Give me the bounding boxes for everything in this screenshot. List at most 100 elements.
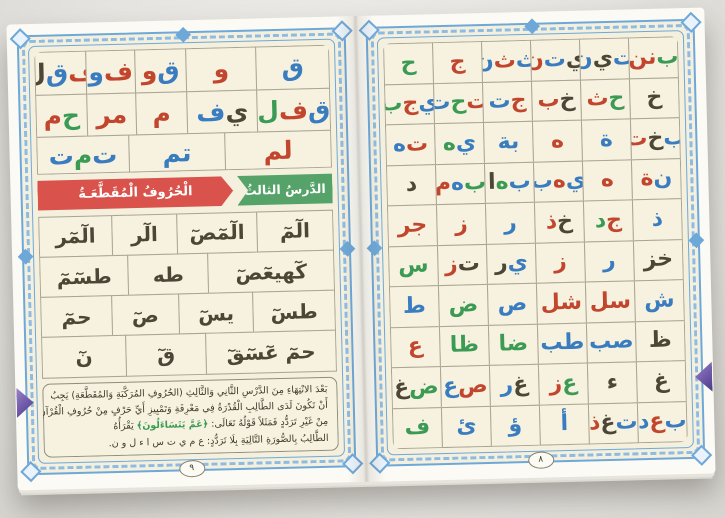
letter: ه	[550, 127, 565, 154]
letter: كٓهيعٓصٓ	[235, 258, 308, 285]
letter: ف	[404, 414, 431, 441]
letter: ب	[656, 43, 679, 70]
open-book: ق و ق و ف و ف ق ل ق ف ل ي ف م مر ح م لم تم ت م ت الْحُرُوفُ ال…	[6, 7, 716, 491]
letter: نٓ	[75, 344, 93, 370]
letter-cell: طب	[536, 322, 588, 365]
frame-ornament	[20, 461, 42, 483]
letter-cell: الٓر	[110, 213, 179, 256]
letter: ه	[600, 167, 615, 193]
letter: ب	[537, 87, 560, 113]
letter: ت	[405, 131, 429, 157]
letter-cell: ه	[531, 119, 583, 163]
letter: ه	[552, 168, 567, 194]
letter: ح	[450, 89, 467, 116]
letter-cell: ه	[581, 158, 633, 202]
letter: و	[213, 54, 230, 84]
letter-cell: صٓ	[110, 293, 180, 337]
letter: ط	[402, 293, 427, 319]
letter: ظ	[648, 327, 673, 354]
letter: خ	[647, 125, 664, 151]
letter: خز	[643, 246, 674, 273]
letter-cell: ف	[391, 406, 443, 450]
letter-cell: ضا	[487, 323, 539, 366]
frame-ornament	[369, 452, 391, 474]
letter: و	[141, 56, 158, 86]
letter-cell: نٓ	[41, 335, 128, 379]
letter: ؤ	[508, 412, 523, 438]
frame-ornament	[688, 232, 705, 249]
letter: ر	[602, 248, 617, 274]
letter-cell: ج	[431, 40, 483, 84]
letter: ش	[643, 287, 675, 313]
letter: طه	[152, 261, 185, 287]
left-page: ق و ق و ف و ف ق ل ق ف ل ي ف م مر ح م لم تم ت م ت الْحُرُوفُ ال…	[6, 16, 366, 490]
letter: ز	[553, 249, 568, 275]
letter-cell: كٓهيعٓصٓ	[207, 249, 336, 294]
letter-cell: طسٓمٓ	[39, 254, 130, 298]
page-number-left: ٩	[178, 459, 206, 478]
letter: نن	[628, 44, 657, 71]
letter: ي	[565, 46, 581, 72]
letter-cell: الٓمٓصٓ	[176, 211, 258, 255]
letter-cell: غ	[635, 360, 687, 403]
letter: ز	[444, 251, 458, 278]
letter: ج	[402, 90, 419, 117]
letter: ي	[455, 129, 477, 156]
letter: ف	[67, 57, 88, 88]
letter: ب	[463, 170, 486, 196]
letter-cell: بة	[482, 120, 534, 164]
letter-cell: ص	[486, 282, 538, 326]
left-page-frame: ق و ق و ف و ف ق ل ق ف ل ي ف م مر ح م لم تم ت م ت الْحُرُوفُ ال…	[9, 20, 364, 483]
letter-cell: مر	[86, 92, 138, 138]
right-page-frame: ب نن ت ي ن ي ت ن ث ث ن ج ح خ ح ث خ ب ج ت ت ح ت ي ج ب ب خ ت ة ه بة ي ه ت ه ن ة…	[358, 11, 713, 474]
lesson-banner: الْحُرُوفُ الْمُقَطَّعَـةُ الدَّرسُ الثا…	[37, 173, 333, 210]
letter: ب	[383, 91, 403, 117]
letter: ي	[418, 90, 435, 116]
letter: غ	[653, 368, 670, 394]
letter: و	[88, 57, 105, 87]
letter: شل	[540, 289, 583, 316]
letter: ل	[34, 59, 47, 89]
letter: ذ	[588, 410, 601, 436]
letter: ب	[662, 124, 681, 151]
lesson-title-text: الْحُرُوفُ الْمُقَطَّعَـةُ	[78, 184, 193, 202]
letter-cell: ظا	[438, 324, 490, 368]
letter: خ	[559, 86, 576, 113]
letter: طب	[540, 329, 585, 356]
letter: يسٓ	[197, 300, 235, 326]
letter-cell: حمٓ	[40, 295, 113, 339]
letter: ء	[606, 369, 619, 395]
letter-cell: خ	[628, 76, 680, 120]
letter: ن	[653, 165, 673, 192]
letter: حمٓ عٓسٓقٓ	[226, 339, 316, 366]
letter-cell: ز	[534, 241, 586, 284]
letter: م	[73, 140, 93, 170]
frame-ornament	[342, 453, 364, 475]
lesson-number-text: الدَّرسُ الثالثُ	[243, 180, 326, 198]
letter-cell: جر	[386, 204, 438, 247]
letter: ن	[529, 47, 544, 73]
letter: غ	[393, 374, 410, 400]
letter-cell: طه	[127, 252, 210, 296]
page-number-right: ٨	[527, 451, 554, 469]
note-text: مِنْ غَيْرِ تَرَدُّدٍ فَمَثَلاً قَوْلُهُ…	[208, 416, 329, 431]
letter: ه	[495, 169, 509, 195]
letter-cell: ة	[580, 118, 632, 162]
letter: ه	[442, 130, 457, 156]
